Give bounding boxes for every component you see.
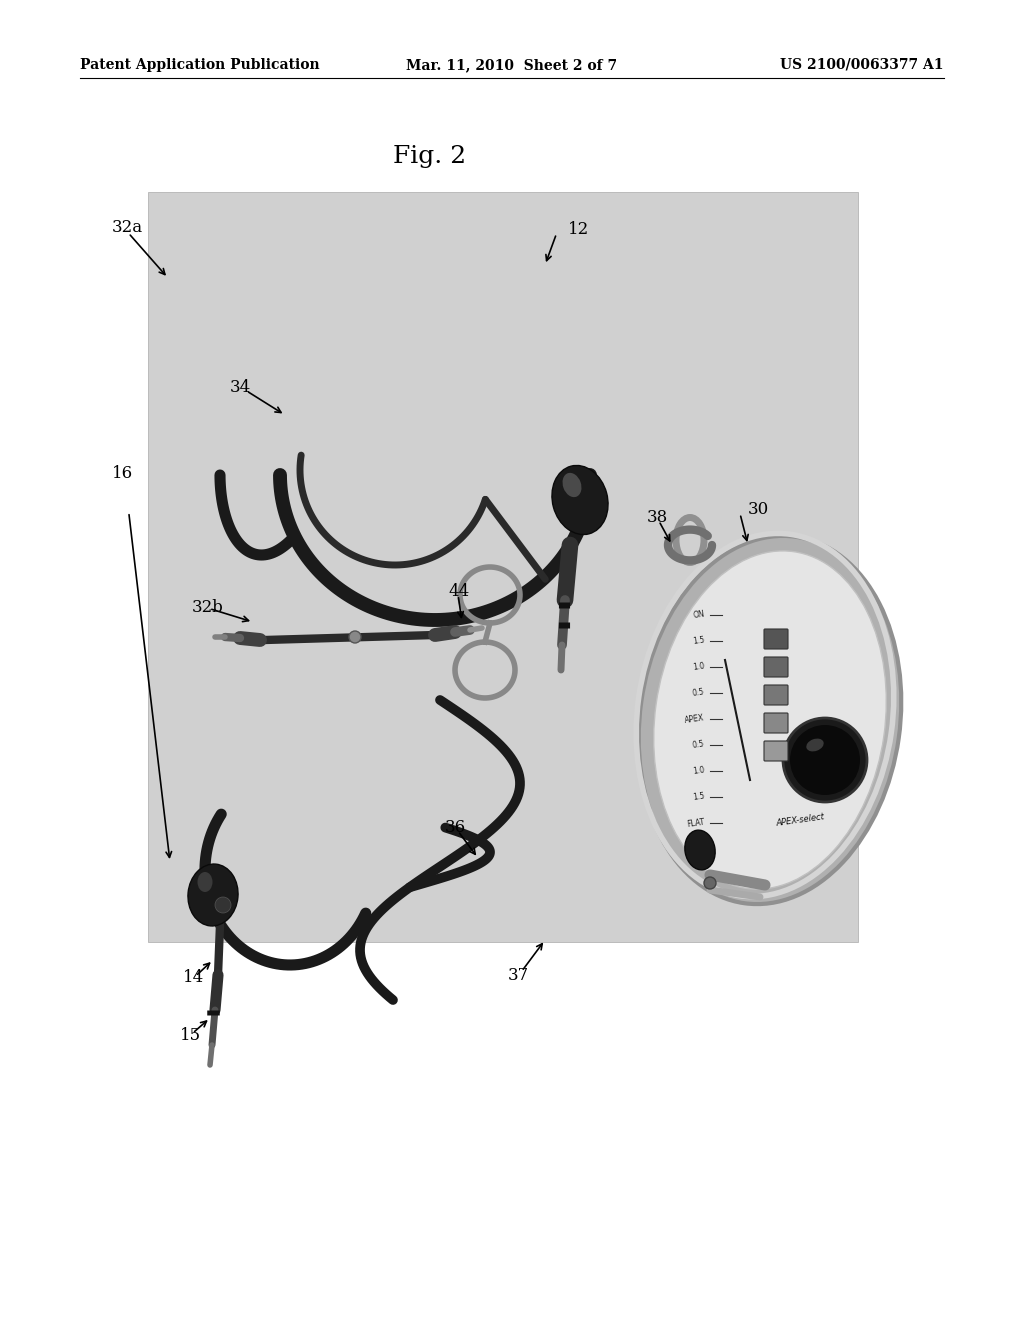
Text: 30: 30 (748, 502, 769, 519)
Text: 15: 15 (180, 1027, 201, 1044)
Ellipse shape (188, 865, 238, 925)
Text: FLAT: FLAT (686, 817, 705, 829)
Bar (148, 191, 858, 942)
Ellipse shape (198, 873, 213, 892)
Text: 44: 44 (449, 583, 469, 601)
Ellipse shape (639, 536, 901, 904)
FancyBboxPatch shape (764, 713, 788, 733)
Ellipse shape (562, 473, 582, 498)
FancyBboxPatch shape (764, 657, 788, 677)
Text: APEX-select: APEX-select (775, 812, 824, 828)
Circle shape (783, 718, 867, 803)
Text: 0.5: 0.5 (692, 739, 705, 750)
Text: APEX: APEX (684, 713, 705, 725)
Text: Mar. 11, 2010  Sheet 2 of 7: Mar. 11, 2010 Sheet 2 of 7 (407, 58, 617, 73)
Text: 37: 37 (508, 966, 529, 983)
Text: 32a: 32a (112, 219, 143, 236)
Text: 36: 36 (445, 820, 466, 837)
Text: 1.0: 1.0 (692, 661, 705, 672)
Text: 12: 12 (568, 222, 589, 239)
Circle shape (215, 898, 231, 913)
Text: 14: 14 (183, 969, 204, 986)
Text: 32b: 32b (193, 598, 224, 615)
Ellipse shape (653, 550, 887, 890)
Circle shape (349, 631, 361, 643)
Text: 38: 38 (647, 510, 669, 527)
Circle shape (790, 725, 860, 795)
FancyBboxPatch shape (764, 685, 788, 705)
Text: ON: ON (692, 610, 705, 620)
Text: Fig. 2: Fig. 2 (393, 145, 467, 168)
Text: 16: 16 (112, 465, 133, 482)
Text: 0.5: 0.5 (692, 688, 705, 698)
Ellipse shape (806, 739, 823, 751)
Text: 1.5: 1.5 (692, 792, 705, 803)
FancyBboxPatch shape (764, 741, 788, 762)
FancyBboxPatch shape (764, 630, 788, 649)
Text: US 2100/0063377 A1: US 2100/0063377 A1 (780, 58, 944, 73)
Text: Patent Application Publication: Patent Application Publication (80, 58, 319, 73)
Text: 34: 34 (230, 380, 251, 396)
Text: 1.0: 1.0 (692, 766, 705, 776)
Circle shape (705, 876, 716, 888)
Ellipse shape (685, 830, 715, 870)
Text: 1.5: 1.5 (692, 636, 705, 647)
Ellipse shape (552, 466, 608, 535)
